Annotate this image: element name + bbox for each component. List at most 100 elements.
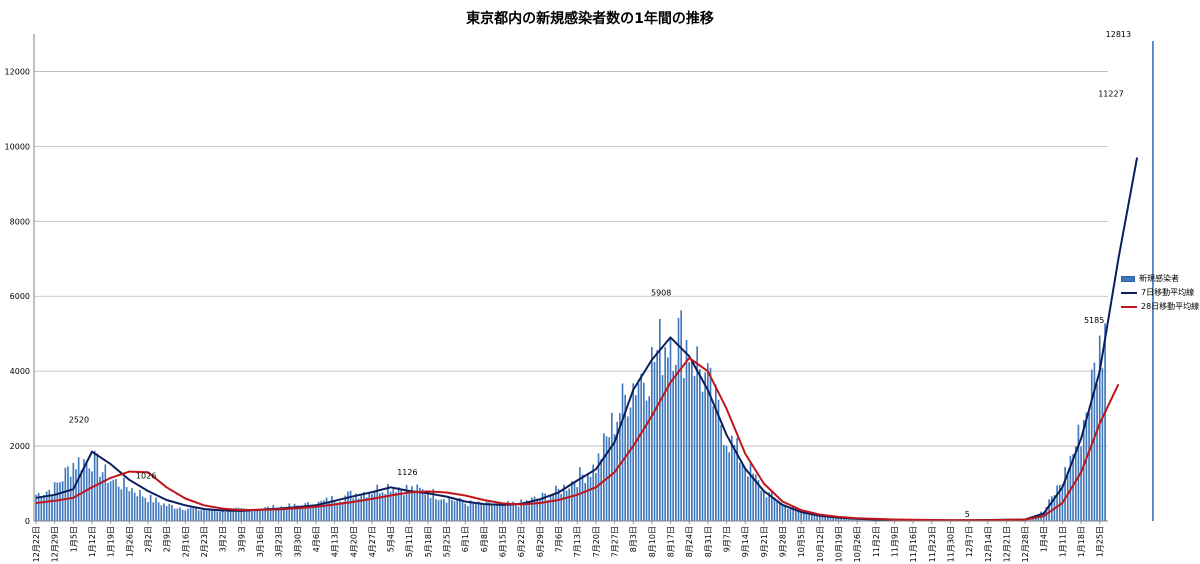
bar xyxy=(1058,484,1061,521)
bar xyxy=(61,481,64,521)
legend-label-bar: 新規感染者 xyxy=(1139,274,1179,283)
bar xyxy=(56,482,59,521)
bar xyxy=(1050,496,1053,521)
x-tick-label: 4月27日 xyxy=(368,526,377,557)
bar xyxy=(40,497,43,521)
data-label: 11227 xyxy=(1098,89,1123,98)
bar xyxy=(611,412,613,521)
bar xyxy=(784,504,786,521)
bar xyxy=(296,505,299,521)
bar xyxy=(824,516,826,521)
x-tick-label: 3月30日 xyxy=(293,526,302,557)
bar xyxy=(109,481,112,521)
bar xyxy=(810,514,813,521)
y-tick-label: 4000 xyxy=(10,367,30,376)
bar xyxy=(443,498,445,521)
bar xyxy=(469,500,472,521)
x-tick-label: 6月29日 xyxy=(536,526,545,557)
bar xyxy=(597,453,600,521)
bar xyxy=(805,513,808,521)
bar-series xyxy=(35,41,1154,521)
bar xyxy=(131,488,133,521)
x-tick-label: 1月5日 xyxy=(69,526,78,552)
bar xyxy=(341,501,344,521)
bar xyxy=(301,508,304,521)
bar xyxy=(707,363,709,521)
bar xyxy=(720,424,722,521)
bar xyxy=(467,506,469,521)
bar xyxy=(80,470,83,521)
bar xyxy=(461,502,464,521)
bar xyxy=(573,483,576,521)
bar xyxy=(117,486,120,521)
bar xyxy=(192,508,195,521)
bar xyxy=(1152,41,1154,521)
bar xyxy=(693,376,696,521)
bar xyxy=(208,508,211,521)
y-tick-label: 2000 xyxy=(10,442,30,451)
x-tick-label: 2月9日 xyxy=(163,526,172,552)
bar xyxy=(709,367,712,521)
bar xyxy=(792,506,794,521)
x-tick-label: 6月1日 xyxy=(461,526,470,552)
bar xyxy=(491,505,493,521)
bar xyxy=(232,508,235,521)
bar xyxy=(243,508,245,521)
x-tick-label: 9月21日 xyxy=(760,526,769,557)
bar xyxy=(627,416,629,521)
x-tick-label: 5月25日 xyxy=(443,526,452,557)
bar xyxy=(643,382,645,521)
bar xyxy=(168,503,171,521)
bar xyxy=(421,489,424,521)
bar xyxy=(288,503,291,521)
bar xyxy=(336,502,339,521)
bar xyxy=(728,452,730,521)
bar xyxy=(216,511,219,521)
bar xyxy=(368,492,371,521)
bar xyxy=(152,502,155,521)
bar xyxy=(717,399,720,521)
bar xyxy=(429,497,432,521)
bar xyxy=(509,503,512,521)
bar xyxy=(331,496,333,521)
x-tick-label: 8月31日 xyxy=(704,526,713,557)
bar xyxy=(571,481,573,521)
y-tick-label: 12000 xyxy=(5,67,30,76)
bar xyxy=(256,509,259,521)
bar xyxy=(770,491,773,521)
bar xyxy=(387,483,389,521)
bar xyxy=(757,480,760,521)
x-tick-label: 2月16日 xyxy=(181,526,190,557)
bar xyxy=(413,492,416,521)
bar xyxy=(515,504,517,521)
x-tick-label: 10月12日 xyxy=(816,526,825,562)
bar xyxy=(746,476,749,521)
bar xyxy=(589,477,592,521)
bar xyxy=(91,471,93,521)
bar xyxy=(477,501,480,521)
bar xyxy=(1082,420,1085,521)
bar xyxy=(645,400,648,521)
bar xyxy=(1093,362,1096,521)
bar xyxy=(733,444,736,521)
bar xyxy=(475,504,477,521)
x-tick-label: 2月2日 xyxy=(144,526,153,552)
bar xyxy=(1101,368,1104,521)
bar xyxy=(536,498,539,521)
bar xyxy=(640,373,643,521)
bar xyxy=(483,505,485,521)
bar xyxy=(392,487,395,521)
x-tick-label: 1月4日 xyxy=(1040,526,1049,552)
bar xyxy=(464,503,467,521)
bar xyxy=(533,496,536,521)
bar xyxy=(661,375,664,521)
bar xyxy=(723,444,725,521)
bar xyxy=(525,500,528,521)
bar xyxy=(778,503,781,521)
bar xyxy=(277,507,280,521)
bar xyxy=(264,507,267,521)
data-label: 5185 xyxy=(1084,316,1104,325)
bar xyxy=(667,357,669,521)
bar xyxy=(99,476,101,521)
bar xyxy=(781,503,784,521)
